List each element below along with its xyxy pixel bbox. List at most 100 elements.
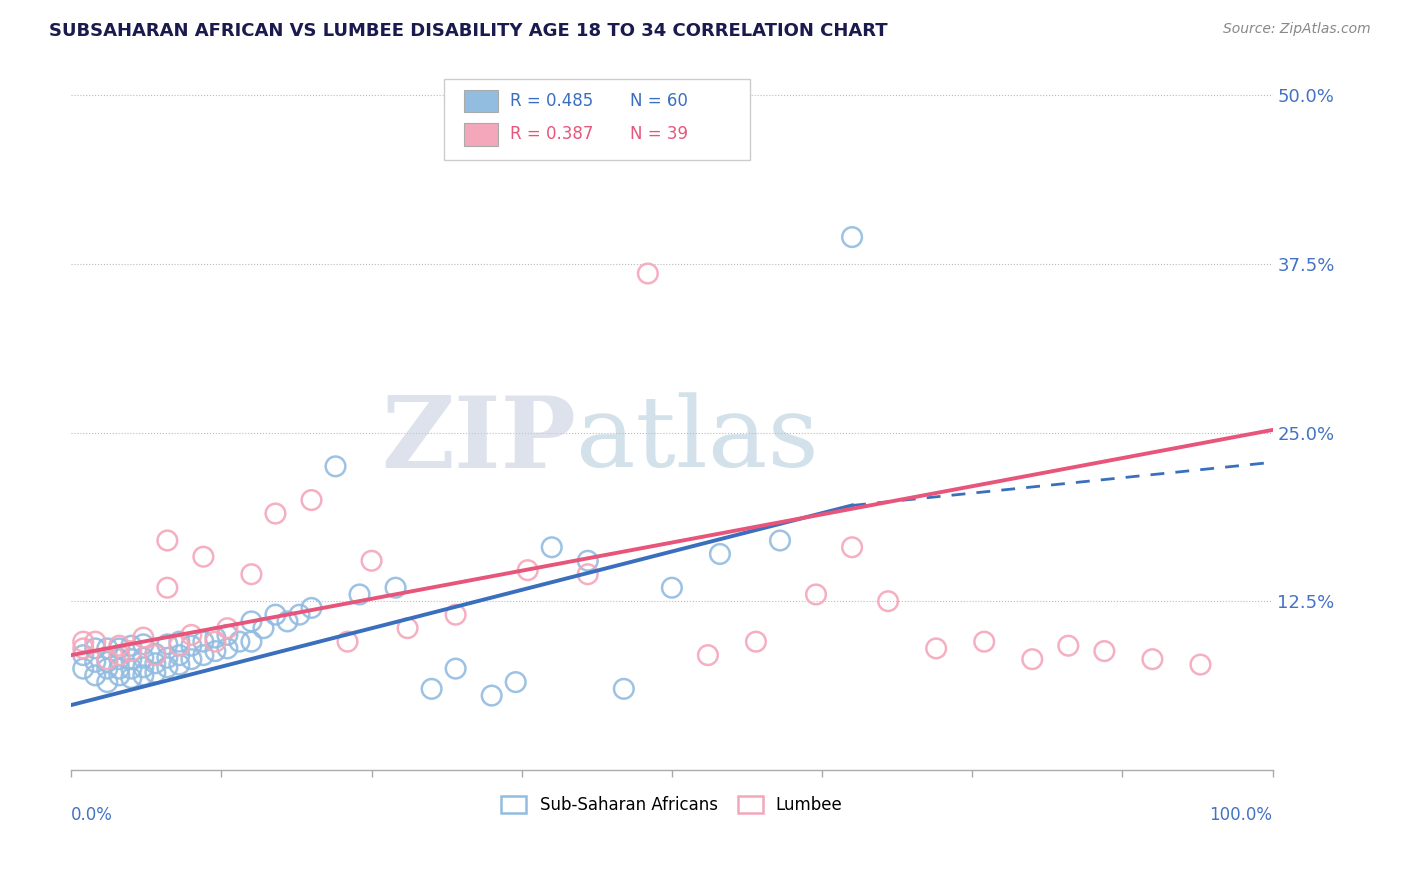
- Point: [180, 628, 202, 642]
- Point: [217, 628, 239, 642]
- Point: [349, 587, 371, 601]
- Point: [108, 648, 131, 662]
- Point: [696, 648, 718, 662]
- Point: [336, 634, 359, 648]
- Point: [804, 587, 827, 601]
- Point: [1092, 644, 1115, 658]
- Point: [108, 641, 131, 656]
- Point: [444, 607, 467, 622]
- Point: [84, 641, 107, 656]
- Point: [156, 660, 179, 674]
- Point: [217, 641, 239, 656]
- Point: [301, 601, 323, 615]
- Point: [156, 637, 179, 651]
- Text: 100.0%: 100.0%: [1209, 806, 1272, 824]
- Point: [288, 607, 311, 622]
- Point: [1142, 652, 1164, 666]
- Point: [217, 621, 239, 635]
- Point: [481, 689, 503, 703]
- Point: [276, 615, 298, 629]
- Point: [193, 648, 215, 662]
- Point: [132, 668, 155, 682]
- Point: [96, 675, 118, 690]
- FancyBboxPatch shape: [464, 89, 498, 112]
- Text: N = 60: N = 60: [630, 92, 688, 110]
- Point: [516, 563, 538, 577]
- Point: [444, 662, 467, 676]
- Point: [169, 657, 191, 672]
- Text: SUBSAHARAN AFRICAN VS LUMBEE DISABILITY AGE 18 TO 34 CORRELATION CHART: SUBSAHARAN AFRICAN VS LUMBEE DISABILITY …: [49, 22, 887, 40]
- Text: Source: ZipAtlas.com: Source: ZipAtlas.com: [1223, 22, 1371, 37]
- Point: [84, 634, 107, 648]
- Point: [301, 493, 323, 508]
- Text: ZIP: ZIP: [381, 392, 576, 489]
- Point: [169, 634, 191, 648]
- Point: [841, 230, 863, 244]
- Point: [120, 652, 142, 666]
- Point: [132, 637, 155, 651]
- Point: [637, 267, 659, 281]
- Point: [72, 641, 94, 656]
- Point: [576, 567, 599, 582]
- Point: [240, 634, 263, 648]
- Point: [193, 634, 215, 648]
- Point: [1021, 652, 1043, 666]
- Point: [240, 615, 263, 629]
- Point: [96, 662, 118, 676]
- Text: N = 39: N = 39: [630, 126, 688, 144]
- Point: [143, 647, 166, 661]
- Text: R = 0.485: R = 0.485: [510, 92, 593, 110]
- Point: [180, 639, 202, 653]
- Point: [72, 648, 94, 662]
- Point: [132, 660, 155, 674]
- Point: [120, 644, 142, 658]
- Point: [973, 634, 995, 648]
- Point: [745, 634, 768, 648]
- Text: 0.0%: 0.0%: [72, 806, 112, 824]
- Point: [540, 541, 562, 555]
- Point: [180, 652, 202, 666]
- Point: [72, 634, 94, 648]
- Point: [228, 634, 250, 648]
- Point: [240, 567, 263, 582]
- Point: [576, 554, 599, 568]
- Point: [264, 507, 287, 521]
- Point: [252, 621, 274, 635]
- Point: [925, 641, 948, 656]
- Point: [84, 655, 107, 669]
- Point: [420, 681, 443, 696]
- Text: R = 0.387: R = 0.387: [510, 126, 593, 144]
- Point: [96, 655, 118, 669]
- Point: [325, 459, 347, 474]
- Point: [96, 641, 118, 656]
- Point: [1189, 657, 1212, 672]
- Point: [96, 652, 118, 666]
- Point: [120, 671, 142, 685]
- Legend: Sub-Saharan Africans, Lumbee: Sub-Saharan Africans, Lumbee: [495, 789, 849, 821]
- FancyBboxPatch shape: [444, 79, 749, 160]
- Point: [84, 668, 107, 682]
- Point: [156, 533, 179, 548]
- Point: [769, 533, 792, 548]
- Point: [661, 581, 683, 595]
- Point: [709, 547, 731, 561]
- Text: atlas: atlas: [576, 392, 818, 488]
- Point: [204, 631, 226, 645]
- Point: [481, 126, 503, 140]
- Point: [505, 675, 527, 690]
- Point: [120, 639, 142, 653]
- Point: [1057, 639, 1080, 653]
- Point: [156, 581, 179, 595]
- Point: [156, 650, 179, 665]
- Point: [132, 631, 155, 645]
- Point: [841, 541, 863, 555]
- Point: [143, 648, 166, 662]
- FancyBboxPatch shape: [464, 123, 498, 145]
- Point: [108, 652, 131, 666]
- Point: [193, 549, 215, 564]
- Point: [169, 639, 191, 653]
- Point: [132, 650, 155, 665]
- Point: [204, 644, 226, 658]
- Point: [108, 662, 131, 676]
- Point: [613, 681, 636, 696]
